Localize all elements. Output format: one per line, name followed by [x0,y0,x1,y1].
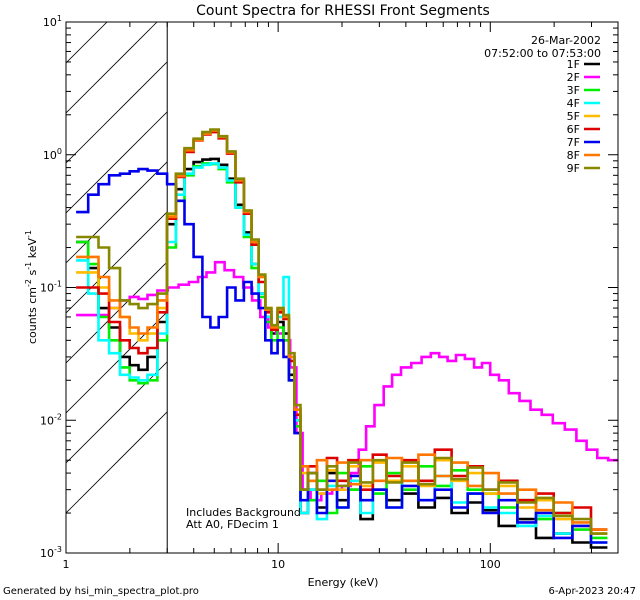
legend-label-1F: 1F [567,58,580,71]
axes: 1 10 100 10-3 10-2 10-1 100 101 [40,14,619,571]
legend-label-5F: 5F [567,110,580,123]
x-tick-label: 10 [271,558,285,571]
hatch-line [66,361,168,464]
series-7F [76,167,608,544]
series-8F [76,129,608,531]
hatch-line [66,111,168,214]
x-tick-label: 1 [63,558,70,571]
footer-generator: Generated by hsi_min_spectra_plot.pro [3,586,199,597]
hatch-line [66,161,168,264]
x-axis-label: Energy (keV) [308,576,379,589]
series-9F [76,128,608,535]
chart-title: Count Spectra for RHESSI Front Segments [196,3,490,19]
hatch-line [66,22,158,114]
time-range-label: 07:52:00 to 07:53:00 [484,47,601,60]
date-label: 26-Mar-2002 [531,34,601,47]
hatch-line [66,211,168,314]
y-tick-label: 10-3 [40,545,62,560]
legend-label-8F: 8F [567,149,580,162]
series-6F [76,130,608,531]
legend-label-9F: 9F [567,162,580,175]
series-2F [76,260,618,502]
attenuator-hatched-region [66,0,168,553]
background-note: Includes Background [186,506,301,519]
hatch-line [66,261,168,364]
legend-label-3F: 3F [567,84,580,97]
hatch-line [66,61,168,164]
legend-label-7F: 7F [567,136,580,149]
y-tick-label: 100 [43,147,62,162]
x-tick-label: 100 [480,558,501,571]
y-tick-label: 10-2 [40,412,62,427]
hatch-line [66,411,168,514]
legend-label-2F: 2F [567,71,580,84]
footer-timestamp: 6-Apr-2023 20:47 [549,586,636,597]
series-layer [76,128,618,549]
attenuator-note: Att A0, FDecim 1 [186,518,279,531]
legend-label-6F: 6F [567,123,580,136]
hatch-line [66,0,167,13]
legend-label-4F: 4F [567,97,580,110]
hatch-line [66,22,108,64]
y-tick-label: 101 [43,14,62,29]
y-tick-label: 10-1 [40,280,62,295]
y-axis-label: counts cm-2 s-1 keV-1 [24,230,39,344]
